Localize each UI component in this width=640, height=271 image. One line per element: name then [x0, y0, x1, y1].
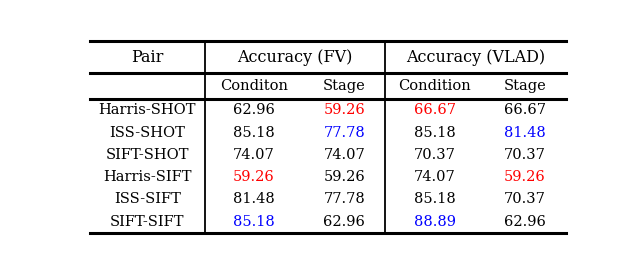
- Text: 66.67: 66.67: [413, 104, 456, 117]
- Text: Stage: Stage: [323, 79, 366, 93]
- Text: 85.18: 85.18: [233, 215, 275, 229]
- Text: 59.26: 59.26: [324, 170, 365, 184]
- Text: 66.67: 66.67: [504, 104, 546, 117]
- Text: 59.26: 59.26: [504, 170, 546, 184]
- Text: 62.96: 62.96: [504, 215, 546, 229]
- Text: 81.48: 81.48: [233, 192, 275, 207]
- Text: 59.26: 59.26: [324, 104, 365, 117]
- Text: Condition: Condition: [398, 79, 471, 93]
- Text: 70.37: 70.37: [414, 148, 456, 162]
- Text: 62.96: 62.96: [233, 104, 275, 117]
- Text: 62.96: 62.96: [323, 215, 365, 229]
- Text: 77.78: 77.78: [324, 192, 365, 207]
- Text: 85.18: 85.18: [414, 192, 456, 207]
- Text: Stage: Stage: [504, 79, 547, 93]
- Text: 85.18: 85.18: [414, 126, 456, 140]
- Text: Accuracy (VLAD): Accuracy (VLAD): [406, 49, 545, 66]
- Text: 88.89: 88.89: [413, 215, 456, 229]
- Text: 70.37: 70.37: [504, 192, 546, 207]
- Text: ISS-SHOT: ISS-SHOT: [109, 126, 186, 140]
- Text: ISS-SIFT: ISS-SIFT: [114, 192, 181, 207]
- Text: 81.48: 81.48: [504, 126, 546, 140]
- Text: 59.26: 59.26: [233, 170, 275, 184]
- Text: Conditon: Conditon: [220, 79, 288, 93]
- Text: Harris-SHOT: Harris-SHOT: [99, 104, 196, 117]
- Text: 70.37: 70.37: [504, 148, 546, 162]
- Text: Harris-SIFT: Harris-SIFT: [103, 170, 191, 184]
- Text: 85.18: 85.18: [233, 126, 275, 140]
- Text: SIFT-SHOT: SIFT-SHOT: [106, 148, 189, 162]
- Text: SIFT-SIFT: SIFT-SIFT: [110, 215, 184, 229]
- Text: 77.78: 77.78: [324, 126, 365, 140]
- Text: Accuracy (FV): Accuracy (FV): [237, 49, 353, 66]
- Text: 74.07: 74.07: [233, 148, 275, 162]
- Text: 74.07: 74.07: [414, 170, 456, 184]
- Text: Pair: Pair: [131, 49, 164, 66]
- Text: 74.07: 74.07: [324, 148, 365, 162]
